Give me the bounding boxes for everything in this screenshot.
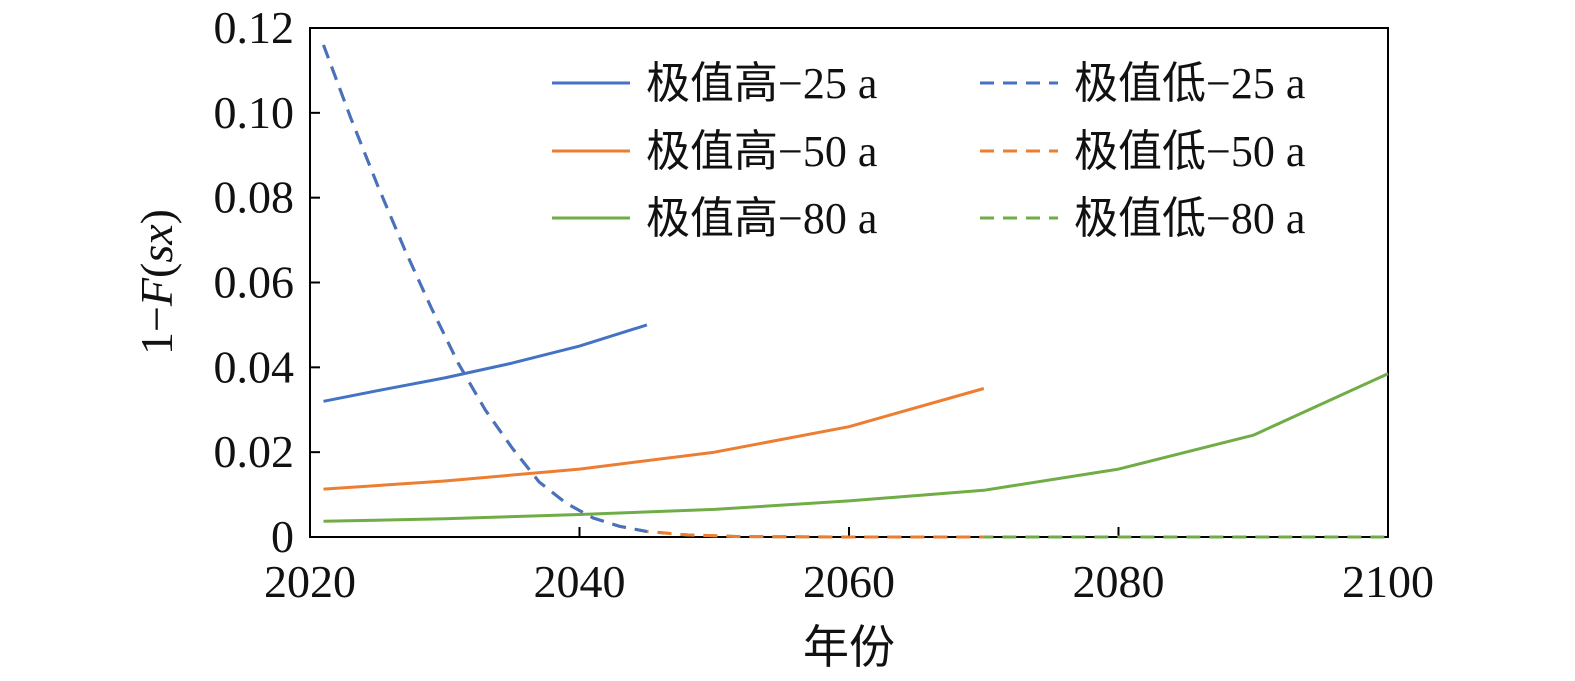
y-tick-label: 0.02 [214,426,295,477]
x-axis: 2020 2040 2060 2080 2100 [264,527,1434,607]
legend-label: 极值高−80 a [646,194,877,243]
x-tick-label: 2020 [264,556,356,607]
y-axis-title-prefix: 1− [131,306,182,355]
y-axis: 0 0.02 0.04 0.06 0.08 0.10 0.12 [214,2,320,562]
y-tick-label: 0.10 [214,87,295,138]
series-lines [322,44,1389,539]
y-tick-label: 0 [271,511,294,562]
x-tick-label: 2100 [1342,556,1434,607]
legend-label: 极值高−50 a [646,127,877,176]
series-line-5 [323,372,1389,523]
y-tick-label: 0.12 [214,2,295,53]
y-axis-title-open: ( [131,263,182,278]
series-line-3 [323,387,985,491]
legend-label: 极值低−80 a [1074,194,1305,243]
y-axis-title-func: F [131,277,182,307]
series-line-6 [322,44,1388,539]
series-line-2 [322,44,648,533]
y-tick-label: 0.08 [214,172,295,223]
x-tick-label: 2040 [534,556,626,607]
y-tick-label: 0.04 [214,341,295,392]
y-axis-title-close: ) [131,209,182,224]
series-line-1 [323,323,648,403]
y-axis-title-arg: sx [131,224,182,263]
legend: 极值高−25 a 极值高−50 a 极值高−80 a 极值低−25 a 极值低−50 a… [552,59,1305,243]
legend-label: 极值低−25 a [1074,59,1305,108]
x-axis-title: 年份 [803,622,895,673]
legend-label: 极值低−50 a [1074,127,1305,176]
y-tick-label: 0.06 [214,257,295,308]
legend-label: 极值高−25 a [646,59,877,108]
x-tick-label: 2060 [803,556,895,607]
x-tick-label: 2080 [1073,556,1165,607]
y-axis-title: 1−F(sx) [131,209,182,355]
